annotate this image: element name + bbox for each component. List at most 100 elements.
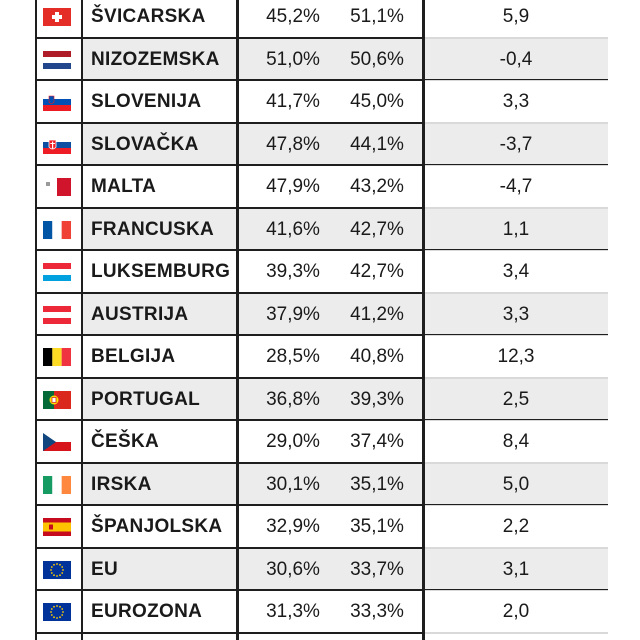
lu-flag-icon <box>43 263 71 282</box>
country-name: EUROZONA <box>91 601 203 623</box>
row-border-light <box>424 377 608 379</box>
value-second: 39,3% <box>350 388 404 410</box>
table-row: ČEŠKA 29,0% 37,4% 8,4 <box>0 421 640 464</box>
table-row: FRANCUSKA 41,6% 42,7% 1,1 <box>0 208 640 251</box>
value-difference: 3,1 <box>502 558 530 580</box>
row-background <box>83 166 608 209</box>
row-background <box>83 81 608 124</box>
row-background <box>83 251 608 294</box>
table-row: ŠPANJOLSKA 32,9% 35,1% 2,2 <box>0 506 640 549</box>
row-border <box>35 164 608 166</box>
si-flag-icon <box>43 93 71 112</box>
row-background <box>83 38 608 81</box>
row-border-light <box>424 547 608 549</box>
value-difference: 3,3 <box>502 303 530 325</box>
table-row: ŠVICARSKA 45,2% 51,1% 5,9 <box>0 0 640 39</box>
row-border-light <box>424 589 608 591</box>
country-name: EU <box>91 558 118 580</box>
table-row: SLOVENIJA 41,7% 45,0% 3,3 <box>0 81 640 124</box>
row-background <box>83 506 608 549</box>
table-row: MALTA 47,9% 43,2% -4,7 <box>0 166 640 209</box>
table-row: IRSKA 30,1% 35,1% 5,0 <box>0 463 640 506</box>
row-background <box>83 293 608 336</box>
value-second: 35,1% <box>350 473 404 495</box>
value-difference: 8,4 <box>502 431 530 453</box>
row-background <box>83 463 608 506</box>
value-difference: 2,2 <box>502 516 530 538</box>
value-first: 41,6% <box>266 218 320 240</box>
country-name: IRSKA <box>91 473 152 495</box>
table-row: BELGIJA 28,5% 40,8% 12,3 <box>0 336 640 379</box>
ie-flag-icon <box>43 475 71 494</box>
row-border-light <box>424 249 608 251</box>
column-divider-country <box>236 0 239 640</box>
row-background <box>83 208 608 251</box>
value-first: 45,2% <box>266 6 320 28</box>
value-first: 31,3% <box>266 601 320 623</box>
value-first: 28,5% <box>266 346 320 368</box>
country-name: PORTUGAL <box>91 388 201 410</box>
row-border <box>35 419 608 421</box>
value-first: 32,9% <box>266 516 320 538</box>
value-second: 45,0% <box>350 91 404 113</box>
be-flag-icon <box>43 348 71 367</box>
value-difference: 12,3 <box>497 346 535 368</box>
value-difference: 5,0 <box>502 473 530 495</box>
mt-flag-icon <box>43 178 71 197</box>
table-row: LUKSEMBURG 39,3% 42,7% 3,4 <box>0 251 640 294</box>
country-name: FRANCUSKA <box>91 218 215 240</box>
row-border <box>35 291 608 294</box>
row-border <box>35 36 608 39</box>
table-row: PORTUGAL 36,8% 39,3% 2,5 <box>0 378 640 421</box>
value-first: 37,9% <box>266 303 320 325</box>
value-second: 44,1% <box>350 133 404 155</box>
table-row: EU 30,6% 33,7% 3,1 <box>0 548 640 591</box>
value-second: 33,7% <box>350 558 404 580</box>
row-border <box>35 589 608 591</box>
row-border-light <box>424 632 608 634</box>
value-first: 47,9% <box>266 176 320 198</box>
country-name: ŠVICARSKA <box>91 6 206 28</box>
fr-flag-icon <box>43 220 71 239</box>
value-second: 42,7% <box>350 261 404 283</box>
row-background <box>83 378 608 421</box>
value-first: 51,0% <box>266 48 320 70</box>
row-border-light <box>424 292 608 294</box>
value-second: 51,1% <box>350 6 404 28</box>
ch-flag-icon <box>43 8 71 27</box>
column-divider-flag <box>81 0 83 640</box>
row-border-light <box>424 37 608 39</box>
value-first: 30,1% <box>266 473 320 495</box>
value-difference: 2,5 <box>502 388 530 410</box>
value-difference: 3,4 <box>502 261 530 283</box>
row-background <box>83 0 608 39</box>
value-difference: -3,7 <box>499 133 533 155</box>
value-difference: 3,3 <box>502 91 530 113</box>
eu-flag-icon <box>43 560 71 579</box>
row-border-light <box>424 164 608 166</box>
value-difference: 5,9 <box>502 6 530 28</box>
table-row: SLOVAČKA 47,8% 44,1% -3,7 <box>0 123 640 166</box>
value-second: 42,7% <box>350 218 404 240</box>
row-background <box>83 421 608 464</box>
row-border <box>35 334 608 336</box>
row-border <box>35 121 608 124</box>
row-border <box>35 249 608 251</box>
country-name: SLOVAČKA <box>91 133 199 155</box>
value-first: 36,8% <box>266 388 320 410</box>
row-background <box>83 548 608 591</box>
table-row: EUROZONA 31,3% 33,3% 2,0 <box>0 591 640 634</box>
value-second: 37,4% <box>350 431 404 453</box>
country-name: AUSTRIJA <box>91 303 189 325</box>
at-flag-icon <box>43 305 71 324</box>
row-border-light <box>424 122 608 124</box>
country-name: NIZOZEMSKA <box>91 48 220 70</box>
value-first: 41,7% <box>266 91 320 113</box>
sk-flag-icon <box>43 135 71 154</box>
value-first: 47,8% <box>266 133 320 155</box>
table-row: NIZOZEMSKA 51,0% 50,6% -0,4 <box>0 38 640 81</box>
row-border-light <box>424 462 608 464</box>
row-border <box>35 546 608 549</box>
value-second: 33,3% <box>350 601 404 623</box>
